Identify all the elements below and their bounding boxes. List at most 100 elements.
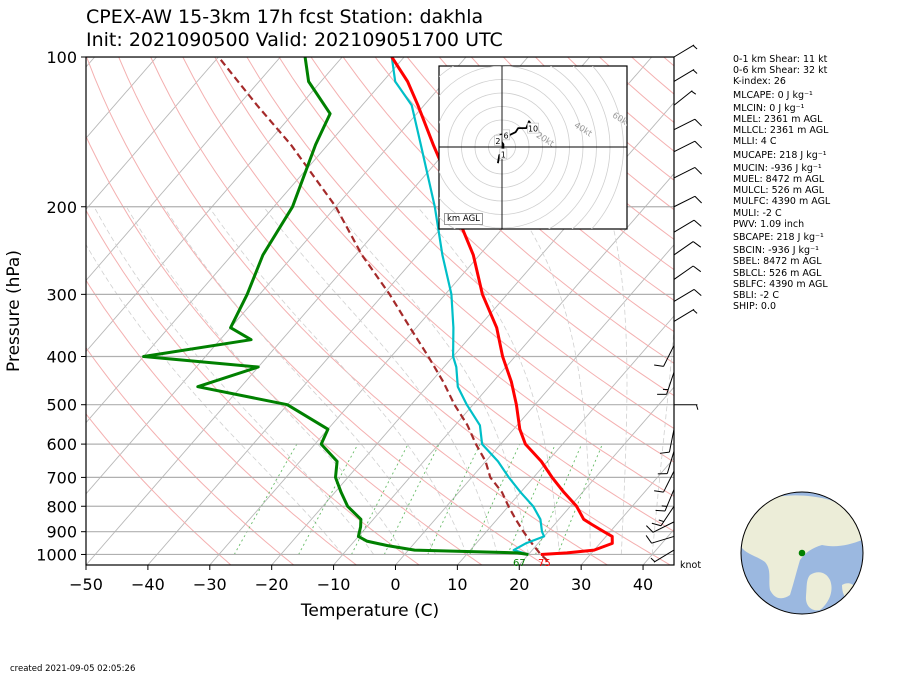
wind-barb bbox=[654, 470, 675, 493]
mixing-ratio-line bbox=[427, 443, 481, 555]
isotherm bbox=[86, 57, 405, 424]
y-tick-label: 1000 bbox=[36, 545, 77, 564]
dry-adiabat bbox=[118, 57, 608, 565]
index-line: MLCIN: 0 J kg⁻¹ bbox=[733, 102, 805, 114]
index-line: MUCAPE: 218 J kg⁻¹ bbox=[733, 149, 827, 161]
index-line: MLLI: 4 C bbox=[733, 136, 777, 148]
wind-barb bbox=[645, 535, 675, 544]
moist-adiabat bbox=[126, 206, 405, 555]
wind-barb bbox=[646, 521, 675, 533]
wetbulb-profile bbox=[390, 57, 546, 556]
moist-adiabat bbox=[263, 206, 498, 555]
dry-adiabat bbox=[406, 57, 674, 301]
index-line: MLLCL: 2361 m AGL bbox=[733, 125, 829, 137]
isotherm bbox=[395, 244, 674, 565]
y-tick-label: 100 bbox=[46, 48, 77, 67]
dry-adiabat bbox=[86, 57, 545, 565]
index-line: SBEL: 8472 m AGL bbox=[733, 256, 822, 268]
index-line: 0-1 km Shear: 11 kt bbox=[733, 54, 828, 65]
wind-barb bbox=[673, 140, 702, 153]
y-tick-label: 400 bbox=[46, 348, 77, 367]
surface-temperature-label: 75 bbox=[538, 558, 551, 569]
x-tick-label: −20 bbox=[255, 575, 289, 594]
index-line: MLCAPE: 0 J kg⁻¹ bbox=[733, 89, 813, 101]
created-timestamp: created 2021-09-05 02:05:26 bbox=[10, 664, 136, 674]
isotherm bbox=[580, 457, 674, 565]
isotherm bbox=[86, 57, 281, 282]
wind-barb bbox=[673, 288, 702, 302]
index-line: MUEL: 8472 m AGL bbox=[733, 174, 825, 186]
dry-adiabat bbox=[86, 135, 483, 565]
y-tick-label: 800 bbox=[46, 497, 77, 516]
isotherm bbox=[271, 101, 674, 565]
wind-barb bbox=[651, 505, 675, 527]
x-tick-label: −50 bbox=[69, 575, 103, 594]
isotherm bbox=[457, 315, 674, 565]
y-tick-label: 200 bbox=[46, 198, 77, 217]
moist-adiabat bbox=[208, 206, 467, 555]
wind-barb bbox=[673, 118, 702, 131]
hodograph-height-label: 10 bbox=[528, 125, 538, 134]
surface-dewpoint-label: 67 bbox=[513, 558, 526, 569]
wind-barb bbox=[673, 308, 698, 322]
wind-barb bbox=[674, 404, 699, 410]
hodograph-height-label: 2 bbox=[495, 137, 500, 146]
dry-adiabat bbox=[246, 57, 674, 463]
mixing-ratio-line bbox=[383, 443, 440, 555]
isotherm bbox=[518, 386, 674, 565]
chart-subtitle: Init: 2021090500 Valid: 202109051700 UTC bbox=[86, 29, 503, 51]
y-tick-label: 600 bbox=[46, 435, 77, 454]
hodograph-height-marker bbox=[527, 122, 539, 134]
y-tick-label: 500 bbox=[46, 396, 77, 415]
index-line: MLEL: 2361 m AGL bbox=[733, 114, 823, 126]
index-line: PWV: 1.09 inch bbox=[733, 218, 805, 230]
wind-barb bbox=[673, 219, 702, 233]
wind-barb bbox=[655, 489, 675, 512]
globe-outline bbox=[740, 491, 864, 615]
hodograph-height-marker bbox=[499, 148, 508, 160]
y-tick-label: 700 bbox=[46, 468, 77, 487]
hodograph-height-label: 6 bbox=[504, 131, 509, 140]
wind-barb bbox=[657, 451, 675, 475]
moist-adiabat bbox=[93, 206, 375, 555]
index-line: MUCIN: -936 J kg⁻¹ bbox=[733, 162, 822, 174]
moist-adiabat bbox=[651, 325, 674, 555]
index-line: MULCL: 526 m AGL bbox=[733, 185, 825, 197]
index-line: MULFC: 4390 m AGL bbox=[733, 196, 831, 208]
x-tick-label: 0 bbox=[390, 575, 400, 594]
dry-adiabat bbox=[342, 57, 674, 364]
indices-panel: 0-1 km Shear: 11 kt 0-6 km Shear: 32 kt K-… bbox=[733, 54, 830, 312]
dry-adiabat bbox=[310, 57, 674, 397]
mixing-ratio-line bbox=[298, 443, 359, 555]
hodograph-height-marker bbox=[494, 134, 502, 146]
wind-barb bbox=[673, 90, 697, 106]
wind-barb bbox=[673, 265, 702, 280]
station-marker bbox=[798, 549, 806, 557]
mixing-ratio-line bbox=[469, 443, 521, 555]
x-tick-label: −10 bbox=[317, 575, 351, 594]
mixing-ratio-line bbox=[351, 443, 409, 555]
y-tick-label: 900 bbox=[46, 523, 77, 542]
dry-adiabat bbox=[182, 57, 674, 532]
location-globe bbox=[740, 491, 864, 615]
wind-barb bbox=[650, 549, 675, 563]
knot-unit-label: knot bbox=[680, 560, 702, 571]
index-line: SBLI: -2 C bbox=[733, 290, 779, 302]
wind-barb bbox=[673, 166, 702, 179]
index-line: MULI: -2 C bbox=[733, 207, 782, 219]
dry-adiabat bbox=[86, 209, 420, 565]
dry-adiabat bbox=[374, 57, 674, 333]
mixing-ratio-line bbox=[233, 443, 298, 555]
index-line: SBCAPE: 218 J kg⁻¹ bbox=[733, 232, 824, 244]
index-line: K-index: 26 bbox=[733, 76, 786, 88]
hodograph-legend-label: km AGL bbox=[444, 213, 483, 225]
chart-title: CPEX-AW 15-3km 17h fcst Station: dakhla bbox=[86, 6, 484, 28]
moist-adiabat bbox=[86, 243, 344, 555]
dewpoint-profile bbox=[142, 57, 529, 556]
wind-barb bbox=[673, 241, 702, 256]
x-tick-label: −30 bbox=[193, 575, 227, 594]
isotherm bbox=[86, 57, 343, 353]
y-tick-label: 300 bbox=[46, 285, 77, 304]
x-tick-label: 20 bbox=[509, 575, 529, 594]
